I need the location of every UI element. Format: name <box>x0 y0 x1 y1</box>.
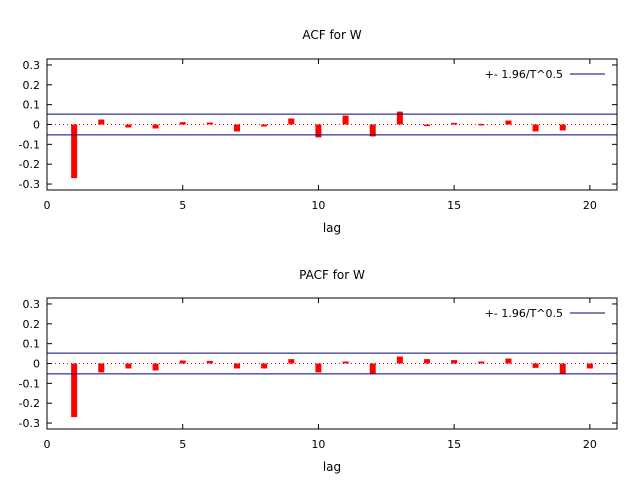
acf-bar-lag-8 <box>261 124 268 127</box>
acf-bar-lag-12 <box>369 124 376 137</box>
pacf-xtick-label: 20 <box>583 438 597 451</box>
acf-bar-lag-11 <box>342 115 349 125</box>
acf-xtick-label: 15 <box>447 199 461 212</box>
pacf-bounds <box>47 352 617 375</box>
acf-ytick-label: -0.1 <box>19 138 40 151</box>
pacf-bar-lag-13 <box>396 356 403 364</box>
acf-bar-lag-1 <box>71 124 78 179</box>
pacf-ytick-label: 0.2 <box>23 318 41 331</box>
acf-bar-lag-2 <box>98 119 105 125</box>
acf-ytick-label: -0.2 <box>19 158 40 171</box>
acf-xtick-label: 20 <box>583 199 597 212</box>
pacf-bar-lag-6 <box>206 360 213 364</box>
acf-bar-lag-19 <box>559 124 566 131</box>
pacf-bar-lag-17 <box>505 358 512 364</box>
pacf-title: PACF for W <box>299 268 365 282</box>
pacf-ytick-label: 0 <box>33 358 40 371</box>
acf-ytick-label: -0.3 <box>19 178 40 191</box>
pacf-ytick-label: 0.1 <box>23 338 41 351</box>
pacf-ytick-label: 0.3 <box>23 298 41 311</box>
acf-ytick-label: 0.2 <box>23 79 41 92</box>
pacf-xlabel: lag <box>323 460 341 474</box>
acf-bar-lag-7 <box>234 124 240 132</box>
pacf-bar-lag-19 <box>559 363 566 374</box>
acf-ytick-label: 0.3 <box>23 59 41 72</box>
pacf-bar-lag-8 <box>261 363 268 369</box>
acf-bar-lag-16 <box>478 123 485 126</box>
pacf-legend: +- 1.96/T^0.5 <box>485 307 605 320</box>
pacf-panel: PACF for W -0.3 -0.2 -0.1 0 0.1 0.2 0.3 0 5 10 15 2… <box>19 268 618 474</box>
acf-bar-lag-17 <box>505 120 512 125</box>
pacf-bar-lag-10 <box>315 363 322 373</box>
acf-legend: +- 1.96/T^0.5 <box>485 68 605 81</box>
acf-xtick-label: 0 <box>44 199 51 212</box>
pacf-bar-lag-15 <box>451 360 458 364</box>
pacf-bar-lag-18 <box>532 363 539 368</box>
acf-legend-label: +- 1.96/T^0.5 <box>485 68 563 81</box>
pacf-bar-lag-9 <box>288 359 295 364</box>
acf-bar-lag-18 <box>532 124 539 132</box>
pacf-xtick-label: 10 <box>311 438 325 451</box>
acf-bounds <box>47 113 617 136</box>
acf-bar-lag-3 <box>125 124 132 128</box>
pacf-bar-lag-14 <box>424 359 430 364</box>
pacf-xtick-label: 5 <box>179 438 186 451</box>
pacf-bar-lag-1 <box>71 363 78 418</box>
pacf-bar-lag-7 <box>234 363 240 369</box>
pacf-bar-lag-4 <box>152 363 159 371</box>
pacf-bar-lag-2 <box>98 363 105 373</box>
pacf-bar-lag-3 <box>125 363 132 369</box>
acf-ytick-label: 0.1 <box>23 99 41 112</box>
acf-title: ACF for W <box>302 28 361 42</box>
pacf-ytick-label: -0.2 <box>19 397 40 410</box>
pacf-ytick-label: -0.3 <box>19 417 40 430</box>
acf-ytick-label: 0 <box>33 119 40 132</box>
pacf-bar-lag-5 <box>179 360 186 364</box>
acf-bar-lag-13 <box>396 111 403 125</box>
pacf-bars <box>71 356 593 418</box>
acf-xlabel: lag <box>323 221 341 235</box>
acf-bar-lag-15 <box>451 122 458 125</box>
pacf-xtick-label: 15 <box>447 438 461 451</box>
pacf-xtick-label: 0 <box>44 438 51 451</box>
acf-bars <box>71 111 566 179</box>
pacf-bar-lag-20 <box>586 363 593 369</box>
pacf-bar-lag-16 <box>478 361 485 364</box>
pacf-legend-label: +- 1.96/T^0.5 <box>485 307 563 320</box>
acf-bar-lag-5 <box>179 122 186 125</box>
pacf-bar-lag-11 <box>342 361 349 364</box>
acf-ticks: -0.3 -0.2 -0.1 0 0.1 0.2 0.3 0 5 10 15 20 <box>19 59 617 212</box>
acf-panel: ACF for W -0.3 -0.2 -0.1 0 0.1 0.2 0.3 0 5 10 15 20… <box>19 28 618 235</box>
pacf-ticks: -0.3 -0.2 -0.1 0 0.1 0.2 0.3 0 5 10 15 20 <box>19 298 617 451</box>
acf-bar-lag-9 <box>288 118 295 125</box>
pacf-bar-lag-12 <box>369 363 376 374</box>
acf-bar-lag-6 <box>206 122 213 125</box>
acf-bar-lag-4 <box>152 124 159 129</box>
acf-bar-lag-10 <box>315 124 322 138</box>
acf-xtick-label: 5 <box>179 199 186 212</box>
acf-bar-lag-14 <box>424 124 430 126</box>
pacf-ytick-label: -0.1 <box>19 377 40 390</box>
acf-xtick-label: 10 <box>311 199 325 212</box>
